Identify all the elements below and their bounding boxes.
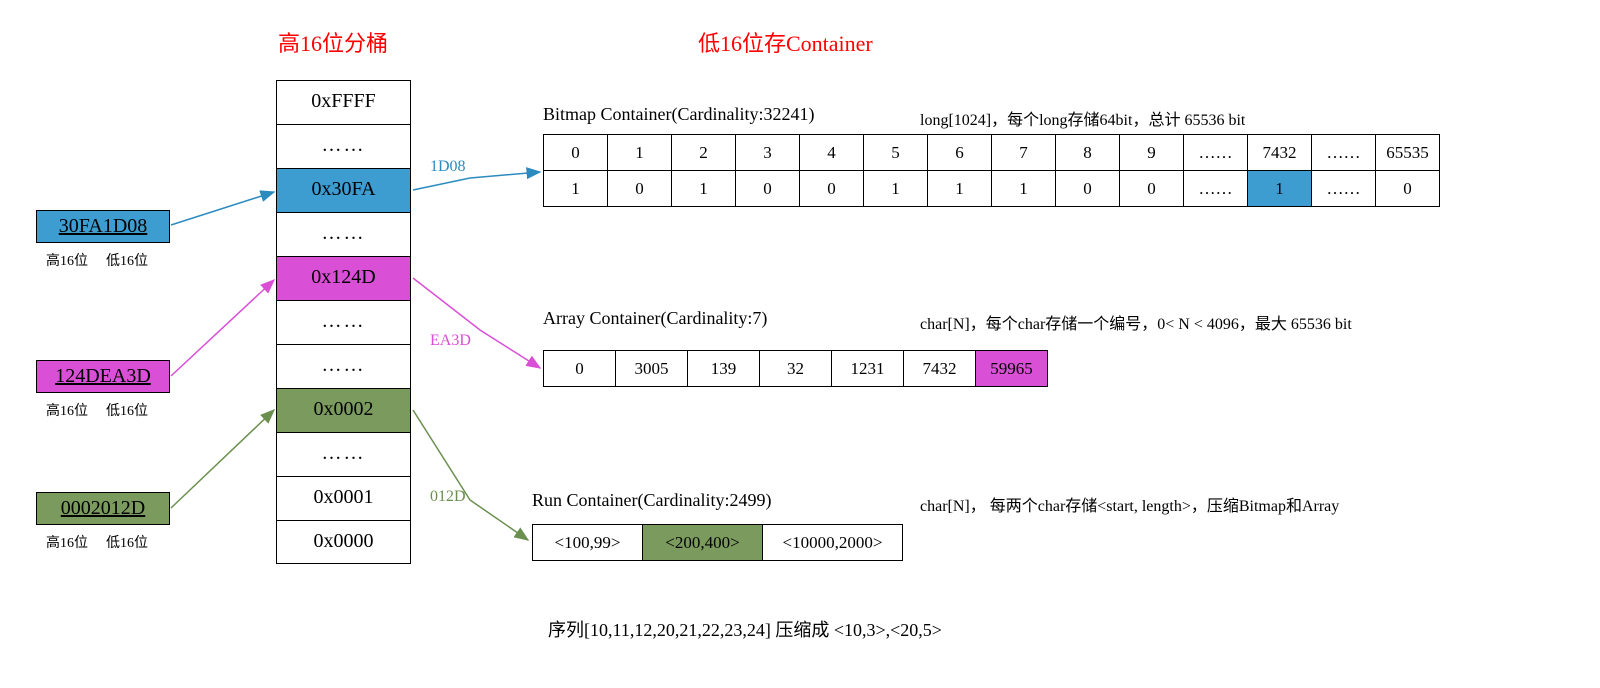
- bitmap-index-cell: 3: [736, 135, 800, 171]
- array-cell: 32: [760, 351, 832, 387]
- bitmap-value-cell: 0: [1376, 171, 1440, 207]
- arrow-label-1: 1D08: [430, 158, 466, 176]
- bitmap-index-cell: 7432: [1248, 135, 1312, 171]
- bitmap-index-cell: 9: [1120, 135, 1184, 171]
- bitmap-index-cell: 8: [1056, 135, 1120, 171]
- bitmap-index-cell: 2: [672, 135, 736, 171]
- bitmap-index-cell: 7: [992, 135, 1056, 171]
- bitmap-index-cell: 65535: [1376, 135, 1440, 171]
- bitmap-index-cell: 0: [544, 135, 608, 171]
- bitmap-index-cell: 5: [864, 135, 928, 171]
- bitmap-value-cell: 0: [1056, 171, 1120, 207]
- run-cell: <200,400>: [643, 525, 763, 561]
- bitmap-value-cell: 0: [736, 171, 800, 207]
- bitmap-index-cell: 6: [928, 135, 992, 171]
- array-cell: 3005: [616, 351, 688, 387]
- array-cell: 59965: [976, 351, 1048, 387]
- bitmap-index-cell: 1: [608, 135, 672, 171]
- run-table: <100,99><200,400><10000,2000>: [532, 524, 903, 561]
- array-cell: 1231: [832, 351, 904, 387]
- bitmap-value-cell: 1: [672, 171, 736, 207]
- bitmap-title: Bitmap Container(Cardinality:32241): [543, 104, 814, 125]
- bitmap-value-cell: ……: [1184, 171, 1248, 207]
- arrow-label-3: 012D: [430, 488, 466, 506]
- run-cell: <100,99>: [533, 525, 643, 561]
- bitmap-index-cell: 4: [800, 135, 864, 171]
- bitmap-value-cell: 0: [800, 171, 864, 207]
- bitmap-value-cell: ……: [1312, 171, 1376, 207]
- array-cell: 139: [688, 351, 760, 387]
- bitmap-value-cell: 1: [1248, 171, 1312, 207]
- footer-note: 序列[10,11,12,20,21,22,23,24] 压缩成 <10,3>,<…: [548, 616, 942, 642]
- bitmap-desc: long[1024]，每个long存储64bit，总计 65536 bit: [920, 106, 1245, 130]
- bitmap-value-cell: 1: [992, 171, 1056, 207]
- array-table: 03005139321231743259965: [543, 350, 1048, 387]
- bitmap-index-cell: ……: [1312, 135, 1376, 171]
- run-desc: char[N]， 每两个char存储<start, length>，压缩Bitm…: [920, 492, 1339, 516]
- run-cell: <10000,2000>: [763, 525, 903, 561]
- array-cell: 0: [544, 351, 616, 387]
- bitmap-value-cell: 0: [608, 171, 672, 207]
- bitmap-value-cell: 0: [1120, 171, 1184, 207]
- bitmap-value-cell: 1: [544, 171, 608, 207]
- array-desc: char[N]，每个char存储一个编号，0< N < 4096，最大 6553…: [920, 310, 1352, 334]
- array-title: Array Container(Cardinality:7): [543, 308, 767, 329]
- bitmap-table: 0123456789……7432……655351010011100……1……0: [543, 134, 1440, 207]
- array-cell: 7432: [904, 351, 976, 387]
- bitmap-index-cell: ……: [1184, 135, 1248, 171]
- bitmap-value-cell: 1: [864, 171, 928, 207]
- arrow-label-2: EA3D: [430, 332, 471, 350]
- run-title: Run Container(Cardinality:2499): [532, 490, 771, 511]
- bitmap-value-cell: 1: [928, 171, 992, 207]
